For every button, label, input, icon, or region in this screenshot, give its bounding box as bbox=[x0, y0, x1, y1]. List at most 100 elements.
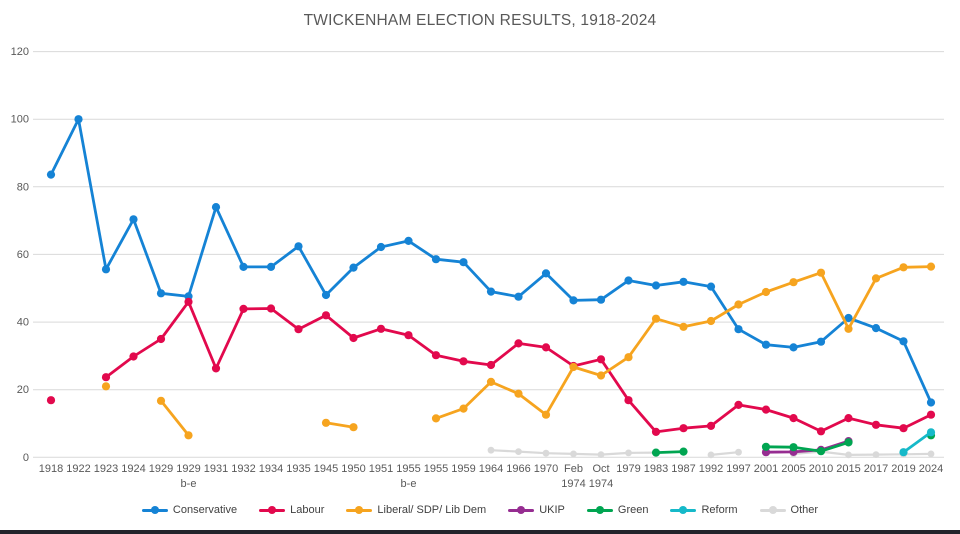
data-point-liberal-sdp-lib-dem bbox=[679, 322, 688, 331]
data-point-liberal-sdp-lib-dem bbox=[734, 300, 743, 309]
y-gridlines bbox=[33, 51, 944, 458]
election-line-chart: 0 20 40 60 80 100 120 1918 1922 1923 1924 1929 1929 b… bbox=[11, 46, 944, 490]
legend-line-marker-icon bbox=[670, 506, 697, 514]
data-point-labour bbox=[321, 311, 331, 320]
data-point-green bbox=[844, 438, 853, 447]
data-point-labour bbox=[459, 357, 468, 366]
legend-line-marker-icon bbox=[586, 506, 613, 514]
x-tick-label: 1959 bbox=[451, 463, 475, 475]
x-tick-label: 1987 bbox=[671, 463, 695, 475]
legend-line-marker-icon bbox=[759, 506, 786, 514]
data-point-conservative bbox=[459, 258, 468, 267]
data-point-green bbox=[816, 447, 826, 456]
legend-line-marker-icon bbox=[346, 506, 373, 514]
data-point-labour bbox=[211, 364, 221, 373]
data-point-labour bbox=[899, 424, 908, 433]
legend-label: Liberal/ SDP/ Lib Dem bbox=[377, 504, 487, 516]
data-point-conservative bbox=[156, 289, 166, 298]
data-point-conservative bbox=[321, 290, 331, 300]
y-tick-label: 100 bbox=[11, 114, 29, 126]
data-point-conservative bbox=[129, 215, 138, 224]
x-tick-label: 2024 bbox=[919, 463, 943, 475]
data-point-reform bbox=[926, 428, 936, 437]
data-point-conservative bbox=[266, 262, 276, 271]
data-point-conservative bbox=[651, 281, 661, 290]
data-point-labour bbox=[816, 427, 826, 436]
data-point-conservative bbox=[871, 324, 881, 333]
data-point-liberal-sdp-lib-dem bbox=[156, 396, 166, 405]
data-point-green bbox=[761, 442, 771, 451]
data-point-labour bbox=[679, 424, 688, 433]
data-point-liberal-sdp-lib-dem bbox=[349, 423, 358, 432]
x-tick-label: 1979 bbox=[616, 463, 640, 475]
data-point-conservative bbox=[679, 277, 688, 286]
data-point-other bbox=[845, 451, 852, 459]
legend-item-reform: Reform bbox=[670, 504, 738, 516]
x-tick-label: 1945 bbox=[314, 463, 338, 475]
legend-line-marker-icon bbox=[141, 506, 168, 514]
data-point-liberal-sdp-lib-dem bbox=[651, 314, 661, 323]
x-tick-label: 2017 bbox=[864, 463, 888, 475]
x-tick-label: Oct 1974 bbox=[589, 463, 613, 490]
data-point-conservative bbox=[376, 242, 386, 252]
data-point-other bbox=[487, 446, 495, 454]
y-tick-label: 20 bbox=[17, 384, 29, 396]
x-tick-label: 1929 b-e bbox=[176, 463, 200, 490]
data-point-liberal-sdp-lib-dem bbox=[321, 418, 331, 427]
data-point-conservative bbox=[789, 343, 798, 352]
data-point-other bbox=[542, 449, 550, 457]
x-tick-label: 2010 bbox=[809, 463, 833, 475]
x-tick-label: Feb 1974 bbox=[561, 463, 585, 490]
series-liberal-sdp-lib-dem bbox=[101, 262, 936, 440]
legend-item-other: Other bbox=[759, 504, 819, 516]
data-point-labour bbox=[239, 304, 248, 313]
legend-label: Other bbox=[790, 504, 819, 516]
data-point-other bbox=[707, 451, 715, 459]
data-point-conservative bbox=[486, 287, 496, 296]
y-tick-label: 40 bbox=[17, 317, 29, 329]
data-point-liberal-sdp-lib-dem bbox=[706, 316, 716, 326]
data-point-liberal-sdp-lib-dem bbox=[844, 324, 853, 333]
data-point-labour bbox=[734, 400, 743, 409]
x-tick-label: 1924 bbox=[121, 463, 145, 475]
data-point-liberal-sdp-lib-dem bbox=[184, 431, 193, 440]
data-point-labour bbox=[706, 421, 716, 430]
x-tick-label: 1983 bbox=[644, 463, 668, 475]
legend-label: Reform bbox=[701, 504, 738, 516]
data-point-liberal-sdp-lib-dem bbox=[596, 371, 606, 380]
data-point-conservative bbox=[74, 115, 83, 124]
data-point-conservative bbox=[514, 292, 523, 301]
x-tick-label: 2019 bbox=[891, 463, 915, 475]
data-point-liberal-sdp-lib-dem bbox=[569, 362, 578, 372]
x-tick-label: 2001 bbox=[754, 463, 778, 475]
data-point-labour bbox=[376, 324, 386, 333]
x-tick-label: 2015 bbox=[836, 463, 860, 475]
x-tick-label: 1929 bbox=[149, 463, 173, 475]
series-labour bbox=[46, 297, 936, 436]
y-tick-label: 80 bbox=[17, 181, 29, 193]
x-tick-label: 2005 bbox=[781, 463, 805, 475]
legend-item-conservative: Conservative bbox=[141, 504, 238, 516]
data-point-conservative bbox=[706, 282, 716, 291]
x-tick-label: 1964 bbox=[479, 463, 503, 475]
legend-label: Conservative bbox=[172, 504, 238, 516]
x-tick-label: 1935 bbox=[286, 463, 310, 475]
data-point-conservative bbox=[734, 325, 743, 334]
data-point-labour bbox=[404, 331, 413, 340]
data-point-labour bbox=[46, 396, 56, 405]
data-point-liberal-sdp-lib-dem bbox=[871, 274, 881, 283]
data-point-liberal-sdp-lib-dem bbox=[514, 389, 523, 398]
data-point-other bbox=[735, 448, 742, 456]
legend-label: UKIP bbox=[539, 504, 565, 516]
chart-title: TWICKENHAM ELECTION RESULTS, 1918-2024 bbox=[303, 12, 657, 29]
data-point-liberal-sdp-lib-dem bbox=[789, 278, 798, 287]
data-point-conservative bbox=[541, 269, 551, 278]
data-point-liberal-sdp-lib-dem bbox=[541, 410, 551, 419]
legend-label: Labour bbox=[290, 504, 325, 516]
legend-item-ukip: UKIP bbox=[508, 504, 565, 516]
data-point-labour bbox=[624, 396, 633, 405]
y-tick-label: 60 bbox=[17, 249, 29, 261]
data-point-other bbox=[625, 449, 632, 457]
data-point-liberal-sdp-lib-dem bbox=[486, 377, 496, 386]
data-point-other bbox=[597, 451, 605, 458]
